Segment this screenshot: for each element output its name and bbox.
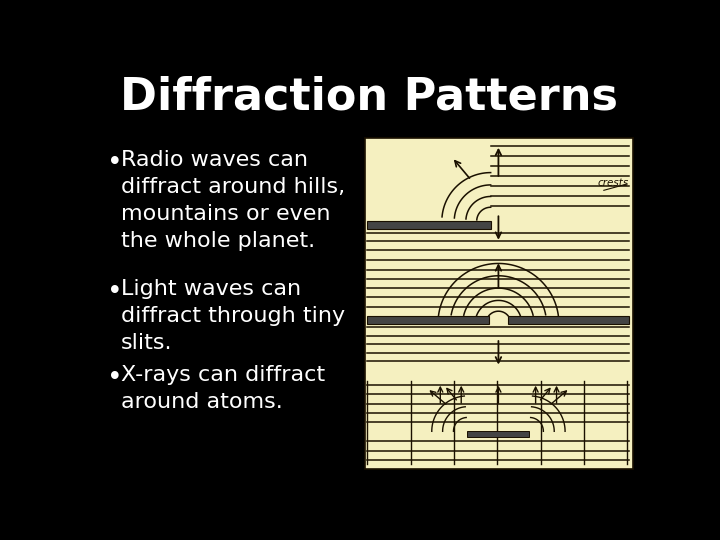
Bar	[508, 316, 629, 323]
Text: crests: crests	[598, 178, 629, 187]
Bar	[367, 316, 489, 323]
Text: Radio waves can
diffract around hills,
mountains or even
the whole planet.: Radio waves can diffract around hills, m…	[121, 150, 345, 251]
Bar	[365, 138, 632, 469]
Text: •: •	[107, 365, 122, 391]
Bar	[367, 221, 490, 229]
Bar	[467, 431, 529, 437]
Text: Light waves can
diffract through tiny
slits.: Light waves can diffract through tiny sl…	[121, 279, 345, 353]
Text: X-rays can diffract
around atoms.: X-rays can diffract around atoms.	[121, 365, 325, 413]
Text: •: •	[107, 279, 122, 305]
Text: •: •	[107, 150, 122, 176]
Text: Diffraction Patterns: Diffraction Patterns	[120, 76, 618, 119]
